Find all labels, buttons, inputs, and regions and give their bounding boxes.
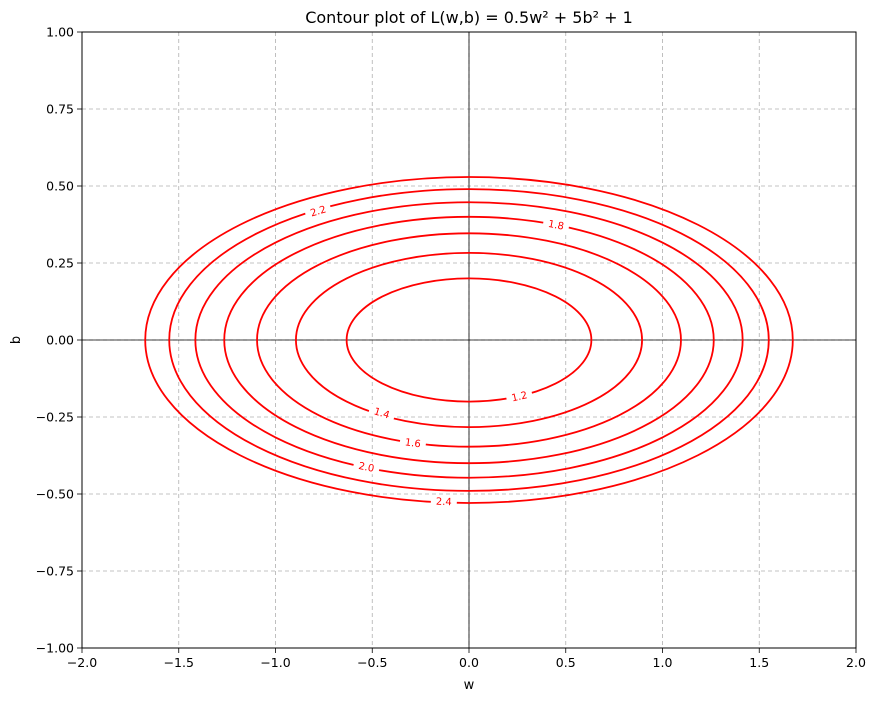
contour-label: 2.2 [303,201,333,221]
y-axis-label: b [9,336,24,344]
y-tick-label: 0.50 [46,179,74,194]
y-tick-label: −0.75 [36,564,74,579]
contour-label: 1.2 [505,387,534,406]
x-tick-label: 1.5 [749,655,769,670]
contour-label-text: 1.4 [372,406,390,421]
contour-label: 2.4 [430,494,458,509]
contour-level-1-4 [295,251,643,429]
x-tick-label: 1.0 [653,655,673,670]
chart-title: Contour plot of L(w,b) = 0.5w² + 5b² + 1 [305,8,633,27]
contour-label: 2.0 [352,458,381,476]
x-tick-label: −2.0 [67,655,97,670]
y-tick-label: 0.75 [46,102,74,117]
x-axis-label: w [464,678,475,693]
contour-label-text: 1.8 [547,219,565,233]
contour-label-text: 2.0 [357,461,375,475]
y-tick-label: −0.25 [36,410,74,425]
x-tick-label: −0.5 [357,655,387,670]
contour-label-text: 2.2 [309,204,327,219]
y-tick-label: 0.00 [46,333,74,348]
x-tick-label: −1.5 [164,655,194,670]
contour-label: 1.4 [367,403,397,423]
contour-level-1-2 [345,277,593,403]
y-tick-label: 0.25 [46,256,74,271]
contour-level-2-4 [144,176,794,504]
contour-lines [144,176,794,504]
y-axis-ticks: −1.00 −0.75 −0.50 −0.25 0.00 0.25 0.50 0.75 1.00 [36,25,82,656]
contour-level-2 [194,201,744,479]
y-tick-label: −1.00 [36,641,74,656]
x-axis-ticks: −2.0 −1.5 −1.0 −0.5 0.0 0.5 1.0 1.5 2.0 [67,648,866,670]
contour-label: 1.6 [399,435,427,451]
contour-label-text: 2.4 [436,497,452,509]
contour-level-2-2 [168,188,770,492]
contour-level-1-6 [256,232,682,448]
x-tick-label: 0.5 [556,655,576,670]
x-tick-label: 0.0 [459,655,479,670]
x-tick-label: 2.0 [846,655,866,670]
origin-axis-lines [82,32,856,648]
contour-label: 1.8 [542,216,570,234]
y-tick-label: −0.50 [36,487,74,502]
contour-label-text: 1.2 [511,390,529,404]
contour-label-text: 1.6 [404,437,421,450]
y-tick-label: 1.00 [46,25,74,40]
contour-level-1-8 [223,215,715,465]
x-tick-label: −1.0 [260,655,290,670]
contour-labels: 1.2 1.4 1.6 1.8 2.0 2.2 2.4 [303,201,570,509]
